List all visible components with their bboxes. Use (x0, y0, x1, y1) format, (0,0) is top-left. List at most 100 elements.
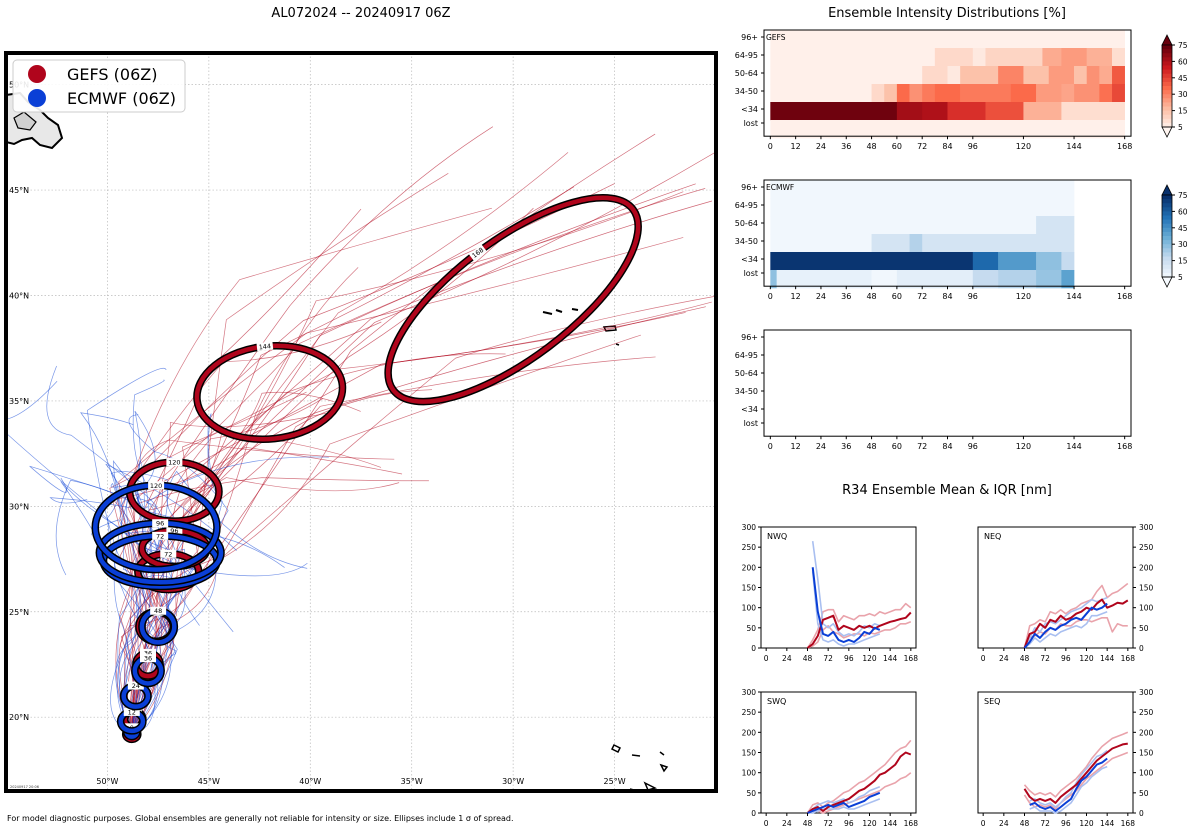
r34-panel-nwq: NWQ 0 24 48 72 96 120 144 168 0 50 100 150 200 250 300 (742, 523, 919, 663)
colorbar-step (1162, 240, 1172, 245)
r34-ylabel: 200 (742, 563, 757, 572)
r34-title: R34 Ensemble Mean & IQR [nm] (842, 483, 1052, 498)
colorbar-step (1162, 73, 1172, 79)
r34-ylabel: 250 (742, 708, 757, 717)
intensity-cell (922, 66, 948, 85)
azores-islets (542, 308, 579, 315)
colorbar-label: 60 (1178, 57, 1188, 66)
r34-ylabel: 300 (1139, 688, 1154, 697)
intensity-cell (998, 252, 1037, 271)
intensity-xlabel: 48 (866, 442, 876, 451)
intensity-panel-name: ECMWF (766, 183, 794, 192)
colorbar-step (1162, 110, 1172, 116)
gefs-colorbar: 75 60 45 30 15 5 (1161, 34, 1188, 138)
intensity-cell (1036, 216, 1075, 235)
gefs-q3-line (1023, 731, 1129, 798)
intensity-cell (909, 84, 923, 103)
r34-panel-name: NEQ (984, 532, 1001, 541)
intensity-cell (985, 48, 1012, 67)
intensity-cell (770, 120, 1125, 139)
intensity-cell (770, 84, 872, 103)
ensemble-track (121, 485, 147, 735)
colorbar-cap-bottom (1161, 126, 1173, 138)
ecmwf-ellipse-label-bg (123, 707, 140, 716)
colorbar-step (1162, 231, 1172, 237)
colorbar-label: 5 (1178, 273, 1183, 282)
colorbar-label: 75 (1178, 191, 1188, 200)
intensity-cell (947, 66, 961, 85)
ecmwf-mean-line (1023, 602, 1108, 649)
intensity-cell (1074, 66, 1088, 85)
ecmwf-q1-line (1029, 765, 1108, 814)
timestamp-stamp: 20240917 20:06 (10, 785, 39, 789)
ecmwf-ellipse-48: 48 (138, 606, 179, 647)
intensity-cell (1099, 84, 1113, 103)
lat-label: 20°N (9, 713, 29, 722)
r34-ylabel: 0 (751, 809, 756, 818)
intensity-ylabel: 96+ (741, 183, 758, 192)
intensity-xlabel: 72 (917, 442, 927, 451)
colorbar-step (1162, 106, 1172, 112)
intensity-xlabel: 120 (1016, 442, 1031, 451)
ecmwf-ellipse-label: 36 (144, 655, 152, 663)
r34-xlabel: 96 (1061, 819, 1071, 828)
colorbar-label: 45 (1178, 74, 1188, 83)
ecmwf-ellipse-label: 96 (156, 520, 164, 528)
intensity-cell (770, 66, 923, 85)
lon-label: 25°W (604, 777, 626, 786)
gefs-ellipse-label: 96 (170, 527, 178, 535)
ecmwf-q1-line (811, 571, 881, 647)
colorbar-step (1162, 81, 1172, 87)
intensity-cell (770, 48, 936, 67)
gefs-mean-line (1023, 598, 1129, 649)
colorbar-step (1162, 215, 1172, 221)
intensity-cell (896, 102, 923, 121)
r34-frame (977, 691, 1134, 814)
colorbar-step (1162, 77, 1172, 83)
intensity-panel-name: GEFS (766, 33, 786, 42)
intensity-cell (934, 84, 961, 103)
intensity-ylabel: lost (744, 269, 758, 278)
intensity-xlabel: 36 (841, 142, 851, 151)
r34-xlabel: 120 (862, 819, 877, 828)
intensity-cell (1086, 48, 1113, 67)
colorbar-step (1162, 118, 1172, 124)
r34-ylabel: 100 (742, 769, 757, 778)
intensity-panels: GEFS 96+ 64-95 50-64 34-50 <34 lost 0 12 24 36 48 60… (735, 29, 1132, 451)
intensity-cell (1010, 48, 1043, 67)
intensity-xlabel: 84 (942, 142, 952, 151)
intensity-xlabel: 120 (1016, 292, 1031, 301)
colorbar-step (1162, 219, 1172, 225)
colorbar-step (1162, 252, 1172, 257)
intensity-ylabel: <34 (741, 405, 758, 414)
intensity-xlabel: 120 (1016, 142, 1031, 151)
intensity-xlabel: 84 (942, 292, 952, 301)
ecmwf-ellipse-label: 12 (128, 708, 136, 716)
ecmwf-ellipse-label: 24 (132, 682, 140, 690)
colorbar-step (1162, 211, 1172, 216)
intensity-ylabel: <34 (741, 255, 758, 264)
colorbar-step (1162, 227, 1172, 233)
intensity-xlabel: 0 (768, 442, 773, 451)
lon-label: 45°W (198, 777, 220, 786)
r34-ylabel: 100 (1139, 604, 1154, 613)
r34-ylabel: 0 (1139, 809, 1144, 818)
ecmwf-ellipse-24: 24 (119, 681, 152, 711)
gefs-ellipse-label-bg (166, 526, 183, 535)
ecmwf-q1-line (1024, 610, 1108, 649)
legend-gefs-label: GEFS (06Z) (67, 65, 157, 84)
map-title: AL072024 -- 20240917 06Z (271, 6, 450, 21)
r34-xlabel: 0 (764, 819, 769, 828)
r34-xlabel: 24 (999, 819, 1009, 828)
intensity-ylabel: 34-50 (735, 87, 758, 96)
legend-box (12, 59, 186, 113)
r34-xlabel: 120 (862, 654, 877, 663)
r34-xlabel: 168 (904, 819, 919, 828)
intensity-ylabel: 50-64 (735, 69, 758, 78)
intensity-xlabel: 24 (816, 292, 826, 301)
r34-ylabel: 150 (1139, 584, 1154, 593)
gefs-ellipse-label: 72 (164, 550, 172, 558)
